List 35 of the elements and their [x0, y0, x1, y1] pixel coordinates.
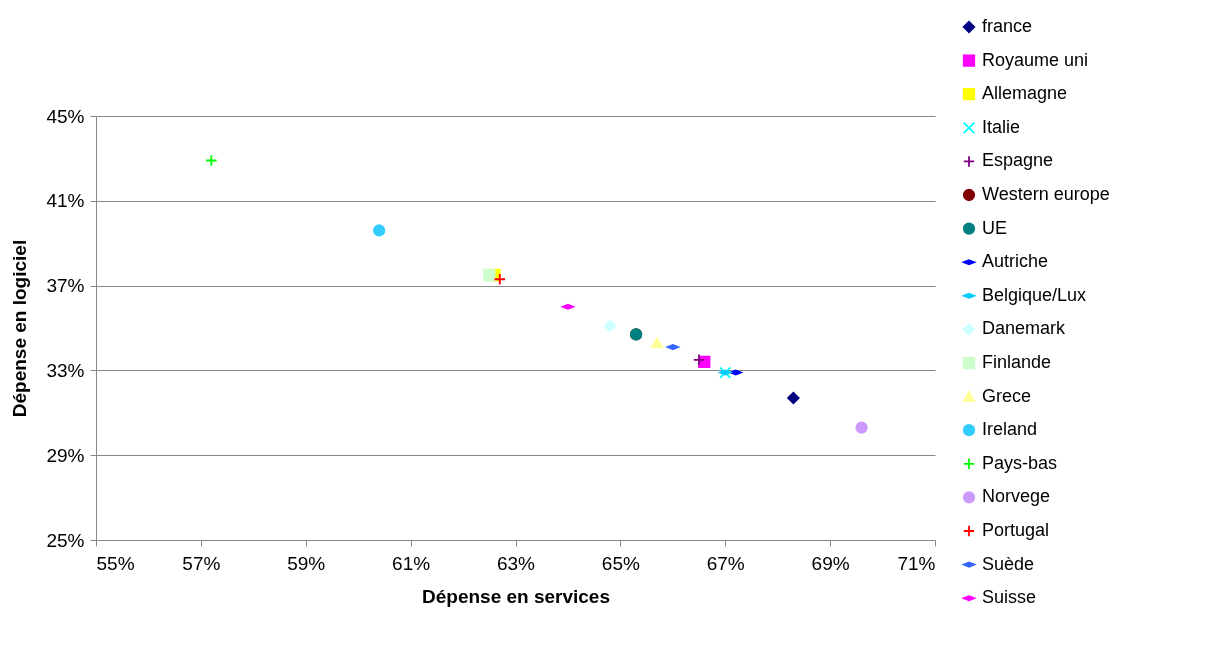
legend-label: france [982, 16, 1033, 36]
legend-label: Royaume uni [982, 49, 1089, 70]
x-tick-label: 63% [496, 552, 536, 574]
legend-label: Autriche [982, 251, 1049, 272]
legend-label: Danemark [982, 318, 1067, 339]
legend-label: Belgique/Lux [982, 284, 1087, 305]
legend-label: Western europe [982, 184, 1110, 204]
y-tick-label: 41% [46, 190, 85, 212]
x-tick-label: 69% [811, 552, 850, 574]
x-tick-label: 65% [601, 552, 640, 574]
y-tick-label: 29% [46, 444, 85, 466]
y-tick-label: 37% [46, 275, 85, 297]
legend-label: Finlande [982, 352, 1052, 372]
x-tick-label: 57% [182, 552, 221, 574]
legend-label: Ireland [982, 419, 1038, 440]
y-tick-label: 25% [46, 529, 85, 551]
legend-label: UE [982, 217, 1008, 238]
legend-label: Espagne [982, 150, 1054, 171]
y-tick-label: 45% [46, 105, 85, 127]
legend-label: Allemagne [982, 83, 1068, 104]
legend-label: Italie [982, 116, 1021, 137]
x-axis-title: Dépense en services [421, 585, 611, 607]
legend-label: Norvege [982, 486, 1051, 507]
legend-label: Suède [982, 553, 1035, 574]
y-axis-title: Dépense en logiciel [9, 239, 31, 418]
legend-label: Suisse [982, 587, 1037, 608]
y-tick-label: 33% [46, 359, 85, 381]
x-tick-label: 71% [897, 552, 936, 574]
x-tick-label: 59% [287, 552, 326, 574]
legend-label: Portugal [982, 520, 1050, 540]
x-tick-label: 67% [706, 552, 745, 574]
legend-label: Pays-bas [982, 452, 1058, 473]
x-tick-label: 61% [392, 552, 431, 574]
legend-label: Grece [982, 385, 1032, 406]
x-tick-label: 55% [96, 552, 135, 574]
